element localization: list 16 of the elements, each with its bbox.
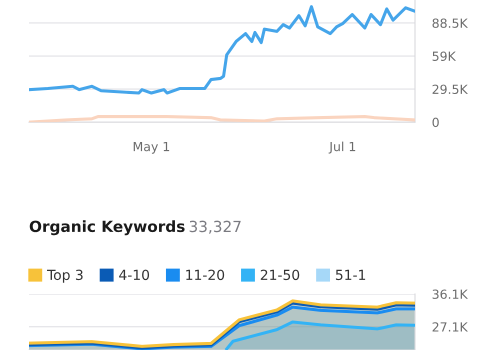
legend-label: 11-20 — [186, 270, 224, 280]
y-tick-label: 88.5K — [432, 18, 468, 28]
y-tick-label: 0 — [432, 118, 439, 128]
legend-label: 21-50 — [260, 270, 300, 280]
legend-label: Top 3 — [47, 270, 83, 283]
line-series — [29, 5, 415, 95]
x-tick-label: May 1 — [134, 142, 170, 154]
chart-title: Organic Keywords — [30, 220, 185, 236]
y-tick-label: 36.1K — [432, 289, 468, 299]
chart-subtitle: 33,327 — [190, 220, 241, 234]
y-tick-label: 59K — [432, 52, 456, 61]
legend-label: 51-1 — [336, 270, 366, 280]
y-tick-label: 29.5K — [432, 84, 468, 94]
legend-label: 4-10 — [119, 270, 150, 280]
x-tick-label: Jul 1 — [328, 142, 356, 154]
y-tick-label: 27.1K — [432, 322, 468, 332]
